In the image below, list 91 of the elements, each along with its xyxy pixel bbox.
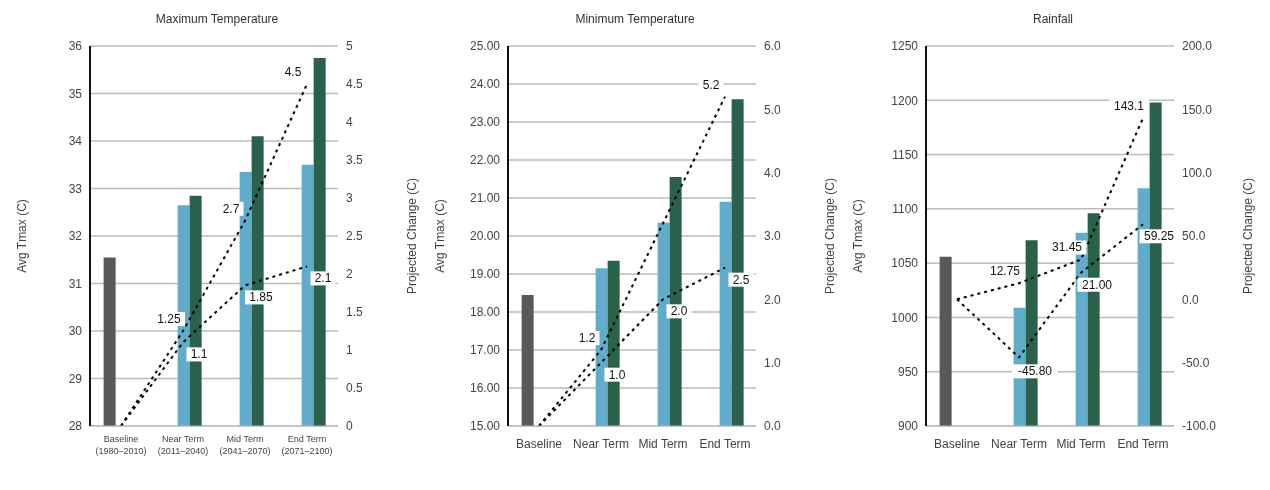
chart-title: Minimum Temperature bbox=[574, 11, 696, 28]
y-tick-label: 1200 bbox=[891, 93, 919, 108]
y-tick-label: 16.00 bbox=[469, 381, 501, 396]
x-tick-label: Baseline (1980–2010) bbox=[95, 434, 147, 456]
y2-tick-label: 2.0 bbox=[764, 292, 782, 307]
y-tick-label: 36 bbox=[68, 39, 83, 54]
y2-tick-label: -100.0 bbox=[1182, 419, 1217, 434]
x-tick-label: Mid Term bbox=[638, 437, 688, 451]
data-label: 12.75 bbox=[989, 264, 1021, 279]
data-label: 1.0 bbox=[608, 367, 626, 382]
x-tick-label: Near Term bbox=[573, 437, 629, 451]
y2-tick-label: 5.0 bbox=[764, 102, 782, 117]
y2-tick-label: 150.0 bbox=[1182, 102, 1213, 117]
x-tick-label: Near Term bbox=[991, 437, 1047, 451]
y2-tick-label: 1 bbox=[346, 343, 353, 358]
y-axis-title: Avg Tmax (C) bbox=[15, 199, 30, 273]
y2-axis-title: Projected Change (C) bbox=[823, 177, 838, 295]
y-tick-label: 900 bbox=[897, 419, 919, 434]
y-axis-title: Avg Tmax (C) bbox=[433, 199, 448, 273]
y2-tick-label: 1.5 bbox=[346, 305, 364, 320]
y-tick-label: 1000 bbox=[891, 310, 919, 325]
chart-title: Rainfall bbox=[1032, 11, 1074, 28]
data-label: 143.1 bbox=[1113, 99, 1145, 114]
x-tick-label: Baseline bbox=[515, 437, 563, 451]
y-tick-label: 24.00 bbox=[469, 77, 501, 92]
data-label: 1.25 bbox=[157, 312, 181, 326]
y-tick-label: 35 bbox=[68, 86, 83, 101]
y2-tick-label: 2 bbox=[346, 267, 353, 282]
data-label: 2.7 bbox=[222, 201, 240, 216]
y-tick-label: 23.00 bbox=[469, 115, 501, 130]
y2-tick-label: 3.0 bbox=[764, 229, 782, 244]
y-tick-label: 19.00 bbox=[469, 267, 501, 282]
y-tick-label: 950 bbox=[897, 364, 919, 379]
y-tick-label: 25.00 bbox=[469, 39, 501, 54]
x-tick-label: Near Term (2011–2040) bbox=[157, 434, 209, 456]
y2-tick-label: 2.5 bbox=[346, 229, 364, 244]
y2-tick-label: 4.0 bbox=[764, 165, 782, 180]
x-tick-label: End Term bbox=[699, 437, 751, 451]
y2-tick-label: 1.0 bbox=[764, 355, 782, 370]
data-label: -45.80 bbox=[1017, 364, 1053, 379]
y2-tick-label: 5 bbox=[346, 39, 353, 54]
y2-tick-label: 4 bbox=[346, 115, 353, 130]
y-tick-label: 29 bbox=[68, 371, 83, 386]
y-axis-title: Avg Tmax (C) bbox=[851, 199, 866, 273]
y-tick-label: 31 bbox=[68, 276, 83, 291]
y2-tick-label: 50.0 bbox=[1182, 229, 1206, 244]
data-label: 1.2 bbox=[578, 331, 596, 345]
data-label: 2.5 bbox=[732, 272, 750, 287]
y-tick-label: 1050 bbox=[891, 256, 919, 271]
y-tick-label: 30 bbox=[68, 324, 83, 339]
data-label: 4.5 bbox=[284, 65, 302, 79]
data-label: 2.1 bbox=[314, 271, 332, 286]
y2-tick-label: 100.0 bbox=[1182, 165, 1213, 180]
y-tick-label: 1150 bbox=[892, 147, 919, 162]
y-tick-label: 33 bbox=[68, 181, 83, 196]
y2-tick-label: 0.0 bbox=[1182, 292, 1200, 307]
y2-axis-title: Projected Change (C) bbox=[1241, 177, 1256, 295]
y2-tick-label: 0.0 bbox=[764, 419, 782, 434]
y-tick-label: 28 bbox=[68, 419, 83, 434]
y-tick-label: 32 bbox=[68, 229, 83, 244]
y2-tick-label: 6.0 bbox=[764, 39, 782, 54]
y2-tick-label: 3 bbox=[346, 191, 353, 206]
data-label: 5.2 bbox=[702, 77, 720, 92]
data-label: 21.00 bbox=[1081, 277, 1113, 292]
y-tick-label: 1250 bbox=[891, 39, 919, 54]
y-tick-label: 17.00 bbox=[469, 343, 501, 358]
x-tick-label: End Term (2071–2100) bbox=[281, 434, 333, 456]
y2-tick-label: -50.0 bbox=[1182, 355, 1210, 370]
y-tick-label: 20.00 bbox=[469, 229, 501, 244]
data-label: 31.45 bbox=[1051, 240, 1083, 255]
x-tick-label: Mid Term (2041–2070) bbox=[219, 434, 271, 456]
y2-tick-label: 200.0 bbox=[1182, 39, 1213, 54]
data-label: 2.0 bbox=[670, 304, 688, 319]
x-tick-label: Mid Term bbox=[1056, 437, 1106, 451]
y-tick-label: 18.00 bbox=[469, 305, 501, 320]
y-tick-label: 21.00 bbox=[469, 191, 501, 206]
data-label: 1.85 bbox=[249, 290, 273, 305]
chart-title: Maximum Temperature bbox=[154, 11, 280, 28]
y2-axis-title: Projected Change (C) bbox=[405, 177, 420, 295]
x-tick-label: End Term bbox=[1117, 437, 1169, 451]
data-label: 1.1 bbox=[190, 347, 208, 362]
y-tick-label: 15.00 bbox=[469, 419, 501, 434]
y-tick-label: 1100 bbox=[892, 202, 919, 217]
y2-tick-label: 3.5 bbox=[346, 153, 364, 168]
x-tick-label: Baseline bbox=[933, 437, 981, 451]
y-tick-label: 22.00 bbox=[469, 153, 501, 168]
y-tick-label: 34 bbox=[68, 134, 83, 149]
data-label: 59.25 bbox=[1143, 229, 1175, 244]
y2-tick-label: 0.5 bbox=[346, 381, 364, 396]
y2-tick-label: 0 bbox=[346, 419, 353, 434]
y2-tick-label: 4.5 bbox=[346, 77, 364, 92]
